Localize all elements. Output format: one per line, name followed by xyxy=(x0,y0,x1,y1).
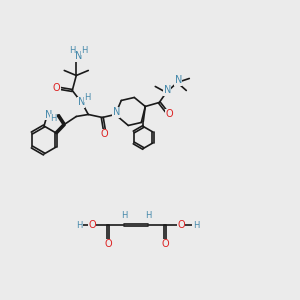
Text: H: H xyxy=(121,211,127,220)
Text: O: O xyxy=(104,239,112,249)
Text: O: O xyxy=(161,239,169,249)
Text: H: H xyxy=(84,93,91,102)
Text: N: N xyxy=(164,85,171,95)
Text: N: N xyxy=(78,98,85,107)
Text: H: H xyxy=(145,211,151,220)
Text: H: H xyxy=(81,46,88,55)
Text: H: H xyxy=(69,46,76,55)
Text: O: O xyxy=(100,130,108,140)
Text: H: H xyxy=(76,220,82,230)
Text: H: H xyxy=(193,220,199,230)
Text: N: N xyxy=(45,110,52,120)
Text: N: N xyxy=(175,76,182,85)
Text: N: N xyxy=(112,107,120,118)
Text: N: N xyxy=(75,52,82,61)
Text: O: O xyxy=(52,83,60,94)
Text: O: O xyxy=(88,220,96,230)
Text: O: O xyxy=(166,110,173,119)
Text: H: H xyxy=(50,114,56,123)
Text: O: O xyxy=(177,220,185,230)
